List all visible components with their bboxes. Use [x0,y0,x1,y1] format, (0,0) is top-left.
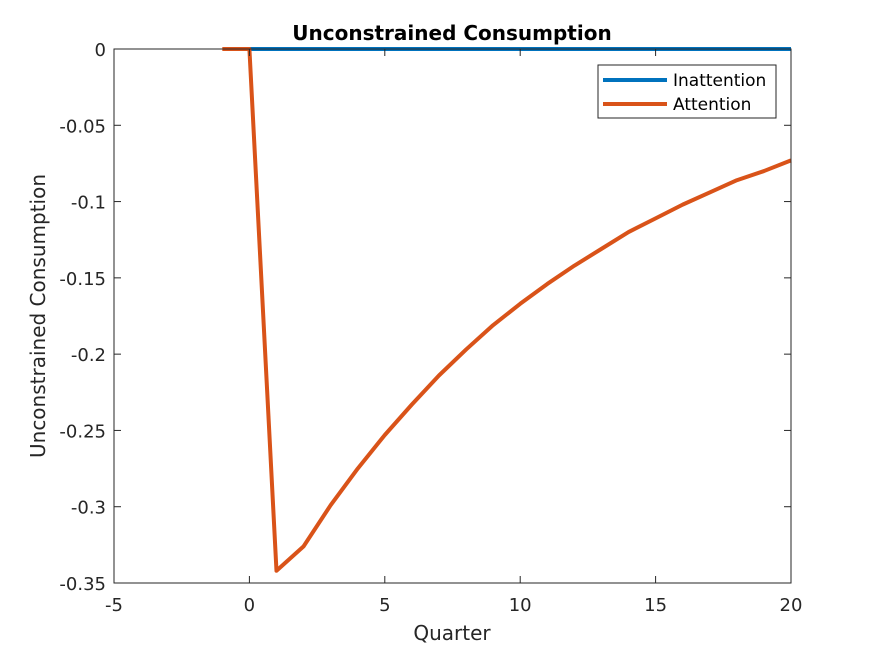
plot-box [113,48,792,584]
plot-area [114,49,791,583]
ticks-layer: -5 0 5 10 15 20 0 -0.05 -0.1 -0.15 -0.2 -0.25 -0.3 -0… [59,40,802,616]
x-tick-label: 15 [644,595,667,616]
legend-box [597,64,777,119]
y-axis-label: Unconstrained Consumption [26,174,50,458]
y-tick-label: -0.35 [59,574,106,595]
y-tick-label: -0.1 [71,193,106,214]
x-tick-label: 5 [379,595,390,616]
series-line-attention [222,47,792,573]
y-tick-label: -0.2 [71,345,106,366]
x-tick-label: 10 [509,595,532,616]
legend: Inattention Attention [597,64,777,119]
y-tick-label: -0.3 [71,498,106,519]
x-tick-label: 20 [780,595,803,616]
x-tick-label: -5 [105,595,123,616]
y-tick-label: -0.05 [59,116,106,137]
y-tick-label: -0.15 [59,269,106,290]
y-tick-label: 0 [95,40,106,61]
x-tick-label: 0 [244,595,255,616]
legend-label-inattention: Inattention [673,71,766,91]
y-tick-label: -0.25 [59,421,106,442]
legend-label-attention: Attention [673,95,751,115]
x-axis-label: Quarter [413,621,491,645]
chart-title: Unconstrained Consumption [292,21,611,45]
